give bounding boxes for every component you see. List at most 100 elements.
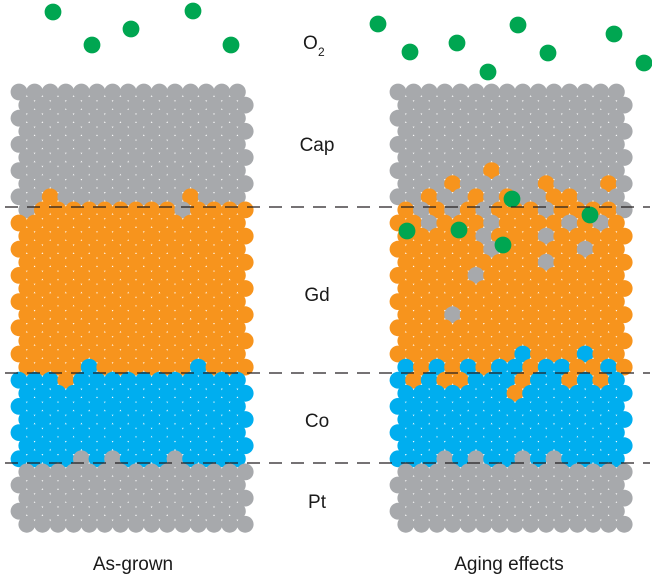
as-grown-atom-gd [49,306,67,324]
aging-atom-gd [452,319,469,337]
as-grown-atom-gd [65,227,82,245]
aging-atom-gd [530,240,547,258]
oxygen-atom [494,236,512,254]
aging-atom-co [483,371,500,389]
as-grown-atom-pt-cap [88,476,106,494]
as-grown-atom-co [73,371,90,389]
as-grown-atom-gd [80,306,98,324]
aging-atom-pt-cap [428,515,446,533]
as-grown-atom-co [221,384,239,402]
aging-atom-pt-cap [420,162,438,180]
as-grown-atom-pt-cap [197,188,215,206]
as-grown-atom-gd [221,358,239,376]
aging-atom-co [389,398,407,415]
aging-atom-pt-cap [397,96,415,114]
as-grown-atom-gd [112,332,129,350]
as-grown-atom-gd [41,188,59,206]
as-grown-atom-pt-cap [182,502,200,520]
as-grown-atom-gd [88,319,106,337]
as-grown-atom-gd [41,345,59,363]
as-grown-atom-gd [127,306,145,324]
as-grown-atom-pt-cap [221,122,239,140]
aging-atom-gd [537,306,555,324]
as-grown-atom-pt-cap [236,96,254,114]
as-grown-atom-gd [73,267,90,284]
aging-atom-pt-cap [491,149,508,166]
aging-atom-pt-cap [452,83,469,101]
aging-atom-co [475,411,493,428]
aging-atom-gd [420,240,438,258]
as-grown-atom-pt-cap [10,476,28,494]
as-grown-atom-pt-cap [151,502,168,520]
aging-atom-pt-cap [467,267,485,284]
oxygen-atom [369,15,387,33]
as-grown-atom-gd [65,358,82,376]
as-grown-atom-pt-cap [205,463,223,481]
as-grown-atom-co [34,384,51,402]
aging-atom-pt-cap [444,96,461,114]
as-grown-atom-pt-cap [135,109,153,127]
as-grown-atom-co [10,398,28,415]
as-grown-atom-gd [229,240,246,258]
as-grown-atom-gd [96,358,114,376]
aging-atom-pt-cap [444,489,461,507]
as-grown-atom-gd [104,267,121,284]
aging-atom-gd [444,332,461,350]
aging-atom-pt-cap [483,476,500,494]
as-grown-atom-co [190,437,207,455]
as-grown-atom-pt-cap [221,175,239,193]
as-grown-atom-pt-cap [143,96,161,114]
as-grown-atom-pt-cap [143,175,161,193]
aging-atom-pt-cap [436,502,454,520]
as-grown-atom-co [143,384,161,402]
as-grown-atom-pt-cap [34,175,51,193]
as-grown-atom-pt-cap [205,175,223,193]
aging-atom-gd [530,345,547,363]
aging-atom-gd [428,306,446,324]
as-grown-atom-gd [34,280,51,297]
as-grown-atom-pt-cap [26,188,43,206]
aging-atom-co [483,424,500,441]
as-grown-atom-co [80,437,98,455]
aging-atom-pt-cap [475,227,493,245]
aging-atom-pt-cap [553,122,571,140]
as-grown-atom-gd [18,227,36,245]
aging-atom-pt-cap [514,476,532,494]
oxygen-atom [509,16,527,34]
aging-atom-gd [545,293,563,310]
as-grown-atom-co [166,371,184,389]
aging-atom-gd [413,227,430,245]
aging-atom-co [498,371,516,389]
aging-atom-co [553,437,571,455]
aging-atom-pt-cap [475,96,493,114]
aging-atom-co [467,424,485,441]
aging-atom-gd [506,253,524,271]
as-grown-atom-gd [182,319,200,337]
aging-atom-pt-cap [592,162,610,180]
as-grown-atom-gd [96,306,114,324]
aging-atom-gd [592,371,610,389]
aging-atom-pt-cap [514,136,532,153]
aging-atom-pt-cap [530,83,547,101]
as-grown-atom-pt-cap [57,109,75,127]
as-grown-atom-gd [96,227,114,245]
as-grown-atom-gd [174,358,192,376]
aging-atom-pt-cap [608,188,625,206]
as-grown-atom-gd [135,267,153,284]
aging-atom-gd [561,240,578,258]
oxygen-subscript: 2 [318,45,325,59]
as-grown-atom-gd [158,332,176,350]
as-grown-atom-co [88,424,106,441]
as-grown-atom-gd [236,280,254,297]
aging-atom-co [576,371,594,389]
aging-atom-gd [522,306,539,324]
aging-atom-gd [483,162,500,180]
aging-atom-co [452,398,469,415]
as-grown-atom-pt-cap [104,502,121,520]
as-grown-atom-pt-cap [197,83,215,101]
aging-atom-pt-cap [553,175,571,193]
as-grown-atom-gd [96,332,114,350]
as-grown-atom-pt-cap [190,175,207,193]
aging-atom-pt-cap [545,476,563,494]
aging-atom-gd [530,214,547,232]
